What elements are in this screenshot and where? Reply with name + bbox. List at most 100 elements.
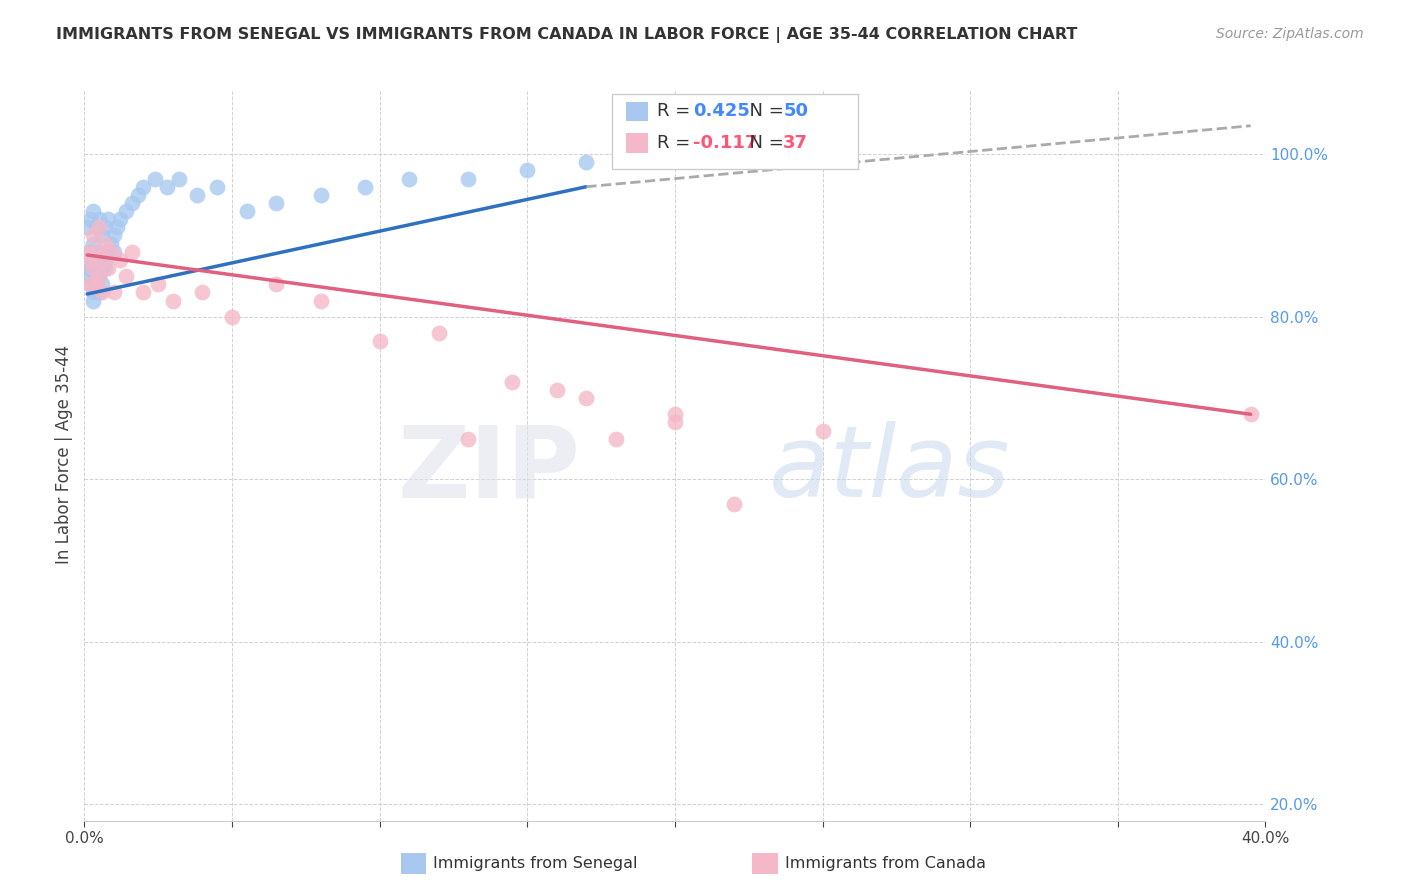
Point	[84, 220, 107, 235]
Point	[97, 244, 120, 259]
Point	[1240, 407, 1263, 421]
Text: 37: 37	[783, 134, 808, 152]
Text: Immigrants from Canada: Immigrants from Canada	[785, 856, 986, 871]
Point	[76, 220, 98, 235]
Point	[368, 334, 391, 348]
Point	[398, 171, 420, 186]
Point	[82, 285, 104, 300]
Point	[266, 196, 288, 211]
Point	[87, 220, 111, 235]
Point	[148, 277, 170, 292]
Point	[94, 252, 117, 267]
Point	[100, 236, 122, 251]
Point	[91, 252, 114, 267]
Point	[79, 269, 101, 284]
Point	[501, 375, 523, 389]
Point	[105, 220, 128, 235]
Point	[132, 179, 155, 194]
Point	[79, 277, 101, 292]
Point	[87, 285, 111, 300]
Text: Source: ZipAtlas.com: Source: ZipAtlas.com	[1216, 27, 1364, 41]
Point	[97, 212, 120, 227]
Point	[103, 228, 125, 243]
Text: 0.425: 0.425	[693, 103, 749, 120]
Point	[82, 260, 104, 275]
Point	[664, 416, 686, 430]
Point	[87, 269, 111, 284]
Text: Immigrants from Senegal: Immigrants from Senegal	[433, 856, 637, 871]
Point	[114, 269, 136, 284]
Point	[84, 252, 107, 267]
Point	[84, 277, 107, 292]
Text: ZIP: ZIP	[398, 421, 581, 518]
Point	[664, 407, 686, 421]
Text: atlas: atlas	[769, 421, 1011, 518]
Point	[79, 244, 101, 259]
Point	[84, 277, 107, 292]
Point	[236, 204, 259, 219]
Point	[143, 171, 166, 186]
Point	[103, 244, 125, 259]
Point	[79, 277, 101, 292]
Point	[103, 285, 125, 300]
Text: R =: R =	[657, 134, 696, 152]
Point	[82, 293, 104, 308]
Point	[76, 260, 98, 275]
Point	[191, 285, 214, 300]
Point	[84, 269, 107, 284]
Point	[266, 277, 288, 292]
Point	[91, 228, 114, 243]
Point	[457, 171, 479, 186]
Point	[516, 163, 538, 178]
Point	[546, 383, 568, 397]
Point	[100, 244, 122, 259]
Point	[309, 187, 332, 202]
Text: 50: 50	[783, 103, 808, 120]
Point	[108, 212, 131, 227]
Point	[121, 244, 143, 259]
Point	[575, 391, 598, 405]
Point	[94, 236, 117, 251]
Point	[76, 244, 98, 259]
Point	[186, 187, 208, 202]
Point	[82, 236, 104, 251]
Point	[162, 293, 184, 308]
Point	[575, 155, 598, 169]
Text: N =: N =	[738, 103, 790, 120]
Point	[79, 212, 101, 227]
Point	[82, 260, 104, 275]
Point	[87, 269, 111, 284]
Point	[457, 432, 479, 446]
Point	[309, 293, 332, 308]
Point	[811, 424, 834, 438]
Point	[94, 260, 117, 275]
Text: IMMIGRANTS FROM SENEGAL VS IMMIGRANTS FROM CANADA IN LABOR FORCE | AGE 35-44 COR: IMMIGRANTS FROM SENEGAL VS IMMIGRANTS FR…	[56, 27, 1077, 43]
Point	[427, 326, 450, 340]
Text: N =: N =	[738, 134, 790, 152]
Point	[79, 252, 101, 267]
Y-axis label: In Labor Force | Age 35-44: In Labor Force | Age 35-44	[55, 345, 73, 565]
Point	[167, 171, 190, 186]
Point	[121, 196, 143, 211]
Point	[127, 187, 149, 202]
Point	[94, 220, 117, 235]
Point	[605, 432, 627, 446]
Point	[87, 212, 111, 227]
Point	[354, 179, 377, 194]
Point	[82, 204, 104, 219]
Point	[156, 179, 179, 194]
Point	[76, 252, 98, 267]
Point	[91, 285, 114, 300]
Point	[91, 260, 114, 275]
Text: -0.117: -0.117	[693, 134, 758, 152]
Text: R =: R =	[657, 103, 696, 120]
Point	[114, 204, 136, 219]
Point	[91, 277, 114, 292]
Point	[108, 252, 131, 267]
Point	[207, 179, 229, 194]
Point	[82, 228, 104, 243]
Point	[221, 310, 243, 324]
Point	[723, 497, 745, 511]
Point	[132, 285, 155, 300]
Point	[97, 260, 120, 275]
